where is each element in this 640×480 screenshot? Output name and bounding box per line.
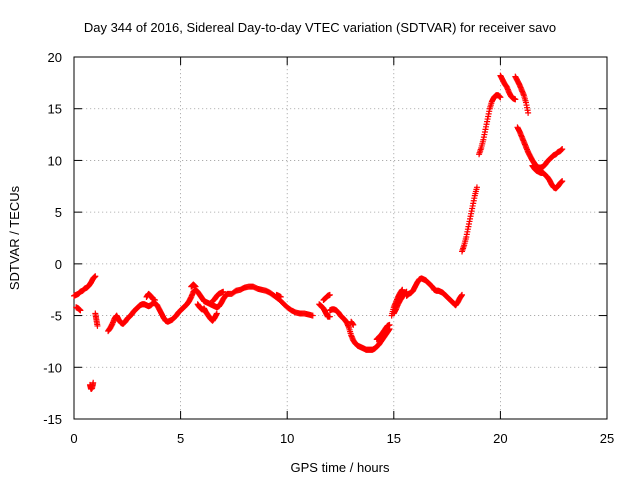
axes bbox=[73, 56, 608, 420]
data-point bbox=[92, 273, 99, 280]
data-point bbox=[309, 312, 316, 319]
x-tick-label: 10 bbox=[280, 431, 294, 446]
y-tick-label: 10 bbox=[48, 153, 62, 168]
data-point bbox=[497, 94, 504, 101]
data-point bbox=[525, 109, 532, 116]
x-tick-label: 25 bbox=[600, 431, 614, 446]
y-tick-label: 5 bbox=[55, 205, 62, 220]
data-point bbox=[94, 322, 101, 329]
data-point bbox=[386, 321, 393, 328]
y-tick-label: -5 bbox=[50, 309, 62, 324]
data-point bbox=[559, 178, 566, 185]
y-tick-label: -10 bbox=[43, 360, 62, 375]
data-point bbox=[152, 297, 159, 304]
data-point bbox=[350, 321, 357, 328]
y-axis-label: SDTVAR / TECUs bbox=[7, 185, 22, 290]
y-tick-label: 15 bbox=[48, 102, 62, 117]
tick-labels: 0 5 10 15 20 25 -15 -10 -5 0 5 10 15 20 bbox=[43, 50, 614, 446]
x-tick-label: 5 bbox=[177, 431, 184, 446]
x-tick-label: 15 bbox=[387, 431, 401, 446]
chart-title: Day 344 of 2016, Sidereal Day-to-day VTE… bbox=[84, 20, 556, 35]
x-axis-label: GPS time / hours bbox=[291, 460, 390, 475]
data-point bbox=[277, 293, 284, 300]
x-tick-label: 20 bbox=[493, 431, 507, 446]
data-point bbox=[512, 96, 519, 103]
grid bbox=[74, 57, 607, 419]
data-point bbox=[473, 184, 480, 191]
y-tick-label: -15 bbox=[43, 412, 62, 427]
data-point bbox=[326, 313, 333, 320]
data-point bbox=[220, 288, 227, 295]
y-tick-label: 0 bbox=[55, 257, 62, 272]
x-tick-label: 0 bbox=[70, 431, 77, 446]
data-point bbox=[459, 291, 466, 298]
data-point bbox=[90, 379, 97, 386]
y-tick-label: 20 bbox=[48, 50, 62, 65]
data-point bbox=[213, 310, 220, 317]
data-point bbox=[559, 146, 566, 153]
data-points bbox=[71, 72, 566, 393]
data-point bbox=[192, 283, 199, 290]
data-point bbox=[399, 286, 406, 293]
data-point bbox=[77, 307, 84, 314]
data-point bbox=[326, 291, 333, 298]
plot-border bbox=[73, 56, 608, 420]
